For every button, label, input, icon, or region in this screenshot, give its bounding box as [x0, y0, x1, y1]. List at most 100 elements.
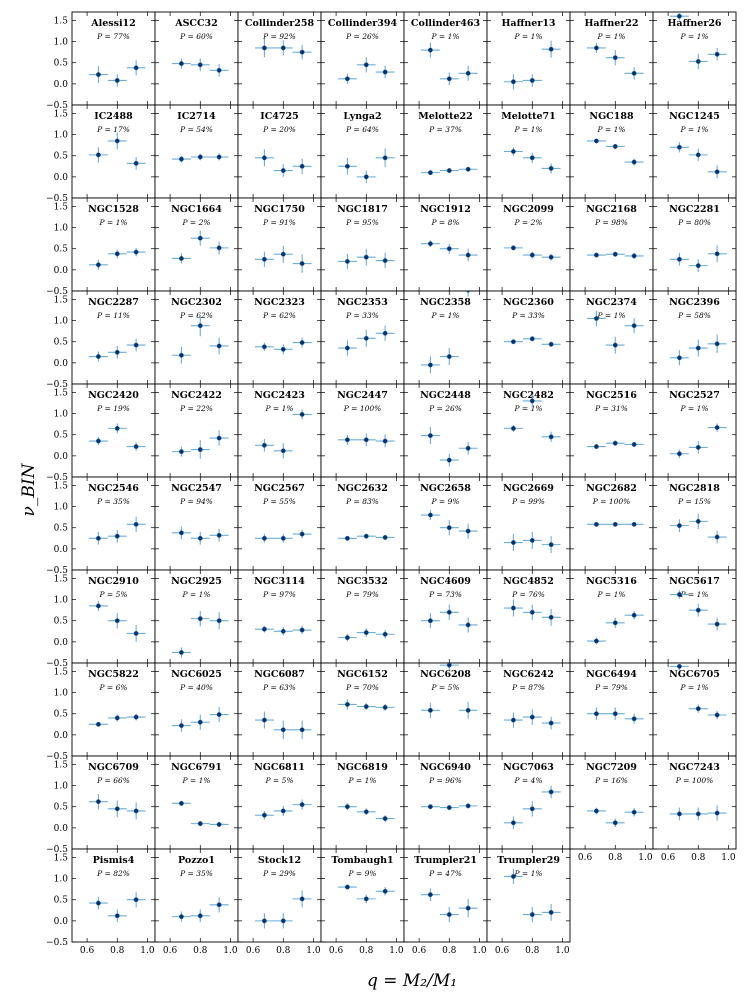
- data-point: [695, 706, 701, 712]
- data-point: [363, 254, 369, 260]
- panel-ngc5316: NGC5316 P = 1%: [569, 569, 654, 664]
- data-point: [363, 630, 369, 636]
- p-value-label: P = 66%: [96, 776, 130, 785]
- cluster-name: NGC1912: [420, 204, 471, 215]
- y-tick-label: 1.5: [54, 109, 69, 119]
- p-value-label: P = 1%: [680, 32, 709, 41]
- p-value-label: P = 1%: [265, 404, 294, 413]
- p-value-label: P = 1%: [182, 590, 211, 599]
- data-point: [612, 711, 618, 717]
- data-point: [593, 252, 599, 258]
- data-point: [714, 425, 720, 430]
- cluster-name: Trumpler21: [414, 855, 477, 866]
- data-point: [299, 531, 305, 537]
- y-tick-label: 0.0: [54, 452, 69, 462]
- data-points: [586, 807, 644, 828]
- panel-haffner26: Haffner26 P = 1%: [652, 11, 737, 106]
- data-points: [88, 892, 146, 923]
- y-tick-label: 1.0: [54, 782, 69, 792]
- data-point: [363, 533, 369, 539]
- p-value-label: P = 70%: [345, 683, 379, 692]
- x-tick-label: 0.6: [412, 946, 427, 956]
- y-tick-label: 0.0: [54, 917, 69, 927]
- data-point: [548, 46, 554, 52]
- x-tick-label: 0.8: [608, 853, 623, 863]
- y-tick-label: 1.0: [54, 596, 69, 606]
- data-point: [261, 717, 267, 723]
- panel-ngc2353: NGC2353 P = 33%: [320, 290, 405, 385]
- p-value-label: P = 26%: [345, 32, 379, 41]
- data-points: [503, 40, 561, 90]
- data-point: [382, 704, 388, 710]
- x-tick-label: 0.8: [525, 946, 540, 956]
- data-point: [446, 354, 452, 359]
- data-point: [382, 155, 388, 161]
- p-value-label: P = 29%: [262, 869, 296, 878]
- data-point: [216, 154, 222, 160]
- cluster-name: NGC2925: [171, 576, 222, 587]
- p-value-label: P = 62%: [179, 311, 213, 320]
- data-points: [337, 57, 395, 84]
- data-points: [669, 142, 727, 179]
- data-point: [676, 592, 682, 597]
- data-points: [171, 230, 229, 264]
- y-tick-label: 0.0: [54, 824, 69, 834]
- y-tick-label: 1.5: [54, 202, 69, 212]
- panel-frame: [569, 104, 654, 199]
- data-point: [133, 808, 139, 814]
- data-point: [299, 163, 305, 169]
- data-points: [88, 600, 146, 642]
- p-value-label: P = 82%: [96, 869, 130, 878]
- panel-frame: [569, 755, 654, 850]
- p-value-label: P = 2%: [514, 218, 543, 227]
- data-points: [669, 805, 727, 821]
- data-point: [695, 444, 701, 450]
- x-tick-label: 0.8: [691, 853, 706, 863]
- data-points: [586, 42, 644, 80]
- data-point: [95, 900, 101, 906]
- data-points: [88, 338, 146, 362]
- data-point: [593, 444, 599, 450]
- data-point: [446, 76, 452, 82]
- panel-haffner13: Haffner13 P = 1%: [486, 11, 571, 106]
- data-point: [178, 723, 184, 729]
- y-tick-label: −0.5: [46, 473, 68, 483]
- panel-ngc2422: NGC2422 P = 22%: [154, 383, 239, 478]
- data-points: [337, 884, 395, 904]
- y-tick-label: 0.5: [54, 710, 69, 720]
- data-point: [133, 160, 139, 166]
- cluster-name: NGC4852: [503, 576, 554, 587]
- y-tick-label: 1.0: [54, 875, 69, 885]
- data-point: [465, 707, 471, 713]
- panel-ngc2632: NGC2632 P = 83%: [320, 476, 405, 571]
- p-value-label: P = 35%: [179, 869, 213, 878]
- panel-frame: [237, 290, 322, 385]
- data-points: [254, 149, 312, 177]
- data-point: [510, 820, 516, 826]
- panel-ngc2323: NGC2323 P = 62%: [237, 290, 322, 385]
- cluster-name: NGC2420: [88, 390, 139, 401]
- data-point: [114, 425, 120, 431]
- p-value-label: P = 9%: [431, 497, 460, 506]
- data-point: [510, 245, 516, 251]
- data-point: [197, 821, 203, 827]
- y-tick-label: 1.5: [54, 295, 69, 305]
- x-tick-label: 1.0: [721, 853, 736, 863]
- data-point: [114, 715, 120, 721]
- p-value-label: P = 40%: [179, 683, 213, 692]
- cluster-name: NGC6208: [420, 669, 471, 680]
- cluster-name: Trumpler29: [497, 855, 560, 866]
- data-point: [197, 235, 203, 241]
- panel-frame: [403, 11, 488, 106]
- panel-ngc1750: NGC1750 P = 91%: [237, 197, 322, 292]
- panel-frame: [652, 662, 737, 757]
- data-point: [216, 67, 222, 73]
- cluster-name: NGC2546: [88, 483, 139, 494]
- data-point: [178, 449, 184, 455]
- data-point: [178, 530, 184, 536]
- cluster-name: NGC188: [589, 111, 634, 122]
- data-points: [586, 138, 644, 166]
- data-point: [548, 254, 554, 260]
- data-points: [337, 699, 395, 711]
- data-points: [254, 711, 312, 740]
